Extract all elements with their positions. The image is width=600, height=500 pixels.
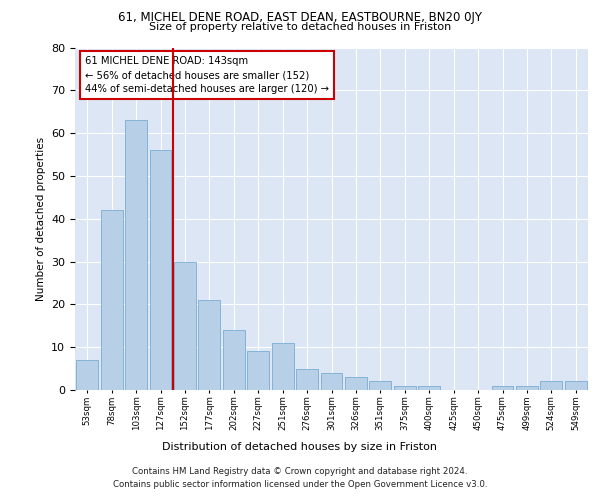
- Bar: [101, 210, 122, 390]
- Bar: [516, 386, 538, 390]
- Bar: [418, 386, 440, 390]
- Bar: [272, 343, 293, 390]
- Bar: [491, 386, 514, 390]
- Bar: [247, 352, 269, 390]
- Text: Contains HM Land Registry data © Crown copyright and database right 2024.
Contai: Contains HM Land Registry data © Crown c…: [113, 468, 487, 489]
- Bar: [565, 382, 587, 390]
- Y-axis label: Number of detached properties: Number of detached properties: [35, 136, 46, 301]
- Bar: [125, 120, 147, 390]
- Bar: [199, 300, 220, 390]
- Bar: [394, 386, 416, 390]
- Bar: [174, 262, 196, 390]
- Bar: [296, 368, 318, 390]
- Text: Size of property relative to detached houses in Friston: Size of property relative to detached ho…: [149, 22, 451, 32]
- Bar: [149, 150, 172, 390]
- Bar: [541, 382, 562, 390]
- Text: Distribution of detached houses by size in Friston: Distribution of detached houses by size …: [163, 442, 437, 452]
- Bar: [345, 377, 367, 390]
- Bar: [223, 330, 245, 390]
- Bar: [320, 373, 343, 390]
- Bar: [370, 382, 391, 390]
- Bar: [76, 360, 98, 390]
- Text: 61, MICHEL DENE ROAD, EAST DEAN, EASTBOURNE, BN20 0JY: 61, MICHEL DENE ROAD, EAST DEAN, EASTBOU…: [118, 11, 482, 24]
- Text: 61 MICHEL DENE ROAD: 143sqm
← 56% of detached houses are smaller (152)
44% of se: 61 MICHEL DENE ROAD: 143sqm ← 56% of det…: [85, 56, 329, 94]
